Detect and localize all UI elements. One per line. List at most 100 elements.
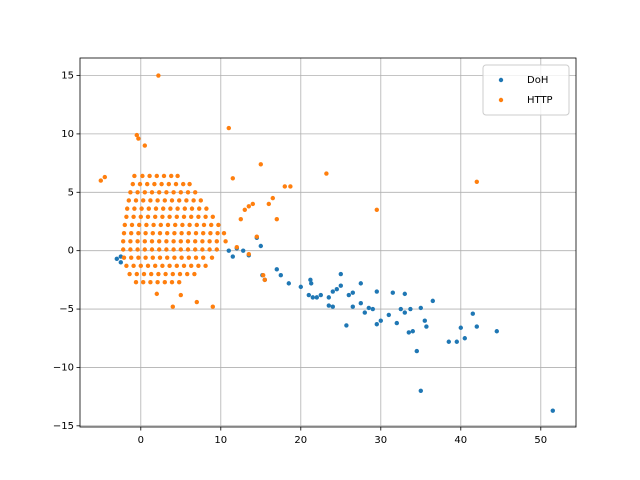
point [242, 207, 247, 213]
point [246, 204, 251, 209]
point [306, 292, 311, 298]
point [157, 190, 162, 195]
point [221, 230, 227, 236]
point [266, 201, 271, 207]
point [136, 255, 141, 260]
point [170, 271, 175, 277]
point [324, 171, 329, 176]
point [171, 190, 176, 195]
point [338, 271, 343, 277]
point [370, 306, 375, 312]
point [143, 255, 148, 260]
point [350, 290, 355, 295]
point [394, 320, 399, 326]
point [136, 230, 141, 236]
x-tick-label: 30 [374, 435, 387, 446]
point [154, 173, 159, 179]
point [398, 306, 403, 312]
point [171, 247, 176, 252]
point [144, 222, 149, 228]
point [210, 214, 215, 220]
point [194, 222, 199, 228]
point [374, 322, 379, 327]
point [418, 388, 423, 394]
point [474, 324, 479, 329]
point [118, 260, 124, 265]
point [201, 255, 206, 260]
point [414, 348, 419, 354]
point [362, 310, 367, 315]
point [374, 207, 379, 213]
y-tick-label: 15 [61, 71, 74, 82]
point [182, 206, 187, 211]
point [156, 271, 161, 277]
point [160, 263, 165, 269]
point [145, 263, 151, 269]
point [138, 214, 143, 220]
point [137, 181, 143, 187]
point [330, 289, 335, 294]
point [134, 132, 139, 138]
point [114, 256, 120, 262]
y-tick-label: 5 [68, 187, 74, 198]
point [142, 247, 147, 252]
point [121, 247, 126, 252]
point [165, 230, 170, 236]
point [164, 190, 169, 195]
ticks: 0 10 20 30 40 50 −15 −10 −5 0 5 10 15 [53, 71, 547, 446]
point [358, 301, 363, 306]
point [181, 263, 187, 269]
point [196, 263, 201, 269]
point [178, 247, 183, 252]
point [143, 230, 148, 236]
point [274, 216, 279, 222]
point [209, 255, 215, 260]
point [162, 280, 167, 285]
point [145, 181, 150, 187]
point [186, 255, 191, 260]
point [223, 239, 228, 244]
point [178, 190, 183, 195]
point [164, 247, 169, 252]
point [187, 181, 192, 187]
point [422, 318, 427, 323]
point [201, 230, 206, 236]
point [172, 255, 177, 260]
point [210, 304, 215, 309]
point [157, 239, 162, 244]
x-tick-label: 20 [294, 435, 307, 446]
point [406, 330, 411, 335]
point [193, 239, 198, 244]
point [308, 277, 313, 283]
point [454, 339, 459, 344]
point [470, 311, 475, 316]
point [318, 292, 323, 298]
point [204, 206, 209, 211]
point [129, 255, 134, 260]
point [128, 190, 133, 195]
point [152, 181, 157, 187]
point [149, 271, 154, 277]
point [167, 263, 172, 269]
point [126, 198, 131, 203]
point [310, 295, 315, 300]
point [184, 198, 189, 203]
point [386, 312, 391, 318]
point [179, 230, 184, 236]
legend-label: HTTP [527, 95, 553, 106]
point [374, 289, 379, 294]
point [137, 222, 142, 228]
point [148, 280, 153, 285]
point [446, 339, 451, 344]
point [250, 201, 255, 207]
x-tick-label: 10 [214, 435, 227, 446]
point [194, 299, 199, 305]
legend-marker [498, 97, 504, 103]
point [358, 281, 363, 286]
point [169, 198, 175, 203]
point [151, 222, 156, 228]
y-tick-label: −5 [59, 304, 74, 315]
point [196, 214, 201, 220]
point [198, 198, 203, 203]
